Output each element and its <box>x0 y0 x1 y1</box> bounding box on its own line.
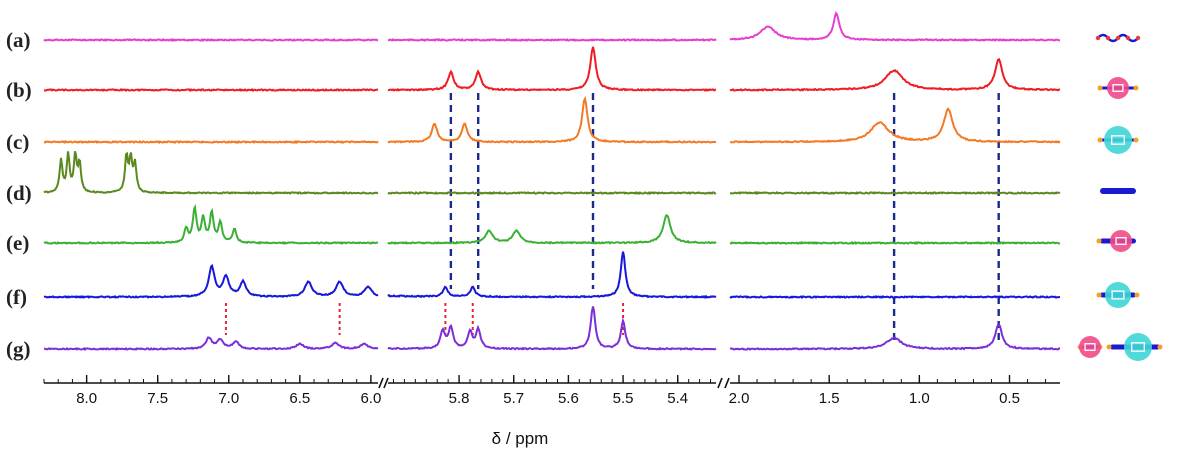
spectrum-trace <box>44 306 1061 352</box>
spectrum-segment <box>44 336 379 352</box>
tick-label: 2.0 <box>729 390 750 407</box>
spectrum-segment <box>729 323 1061 351</box>
spectrum-segment <box>387 46 717 92</box>
spectrum-segment <box>43 37 379 43</box>
row-label: (g) <box>6 337 31 361</box>
tick-label: 6.0 <box>360 390 381 407</box>
tick-label: 5.4 <box>667 390 688 407</box>
pink-ring-on-axle-icon <box>1097 77 1139 99</box>
tick-label: 7.5 <box>147 390 168 407</box>
cartoon-column <box>1077 33 1163 361</box>
tick-label: 1.5 <box>819 390 840 407</box>
spectrum-segment <box>729 240 1061 246</box>
spectrum-trace <box>43 251 1061 300</box>
spectrum-segment <box>729 295 1061 300</box>
spectrum-trace <box>43 95 1061 145</box>
axis-break <box>383 377 389 389</box>
wavy-guest-icon <box>1095 33 1141 43</box>
tick-label: 7.0 <box>218 390 239 407</box>
cyan-ring-on-axle-icon <box>1097 126 1139 154</box>
row-label: (b) <box>6 78 32 102</box>
spectrum-segment <box>43 139 379 145</box>
spectrum-segment <box>387 214 717 245</box>
row-labels: (a) (b) (c) (d) (e) (f) (g) <box>6 28 32 361</box>
row-label: (d) <box>6 181 32 205</box>
spectrum-segment <box>730 190 1061 196</box>
tick-label: 0.5 <box>999 390 1020 407</box>
spectrum-segment <box>729 107 1061 144</box>
spectrum-segment <box>387 95 717 144</box>
axis-break <box>717 377 723 389</box>
spectrum-segment <box>729 57 1061 92</box>
axis-break <box>724 377 730 389</box>
tick-label: 5.6 <box>558 390 579 407</box>
spectrum-segment <box>43 263 379 299</box>
spectrum-segment <box>43 87 379 93</box>
blue-rod-icon <box>1100 188 1136 194</box>
spectrum-segment <box>729 11 1060 43</box>
tick-label: 8.0 <box>76 390 97 407</box>
mixed-rotaxane-icon <box>1077 333 1163 361</box>
spectrum-trace <box>43 203 1061 246</box>
spectra-traces <box>43 11 1061 352</box>
spectrum-trace <box>43 151 1061 196</box>
row-label: (a) <box>6 28 31 52</box>
guide-lines <box>224 93 1000 341</box>
row-label: (f) <box>6 285 27 309</box>
x-axis-title: δ / ppm <box>492 429 549 448</box>
tick-label: 1.0 <box>909 390 930 407</box>
pink-ring-on-rod-icon <box>1096 230 1136 252</box>
spectrum-trace <box>43 11 1060 43</box>
row-label: (e) <box>6 231 29 255</box>
tick-label: 5.5 <box>613 390 634 407</box>
tick-label: 5.8 <box>449 390 470 407</box>
cyan-ring-on-rod-icon <box>1096 282 1140 308</box>
spectrum-segment <box>387 306 717 351</box>
tick-label: 6.5 <box>289 390 310 407</box>
x-axis: 8.0 7.5 7.0 6.5 6.0 5.8 5.7 5.6 5.5 5.4 2.0 1.5 1.0 0… <box>43 375 1060 407</box>
spectrum-segment <box>43 151 379 195</box>
tick-label: 5.7 <box>503 390 524 407</box>
spectrum-segment <box>43 203 379 245</box>
spectrum-segment <box>387 37 717 42</box>
spectrum-segment <box>387 190 717 196</box>
spectrum-trace <box>43 46 1061 93</box>
axis-break <box>378 377 384 389</box>
row-label: (c) <box>6 130 29 154</box>
spectrum-segment <box>387 251 717 300</box>
